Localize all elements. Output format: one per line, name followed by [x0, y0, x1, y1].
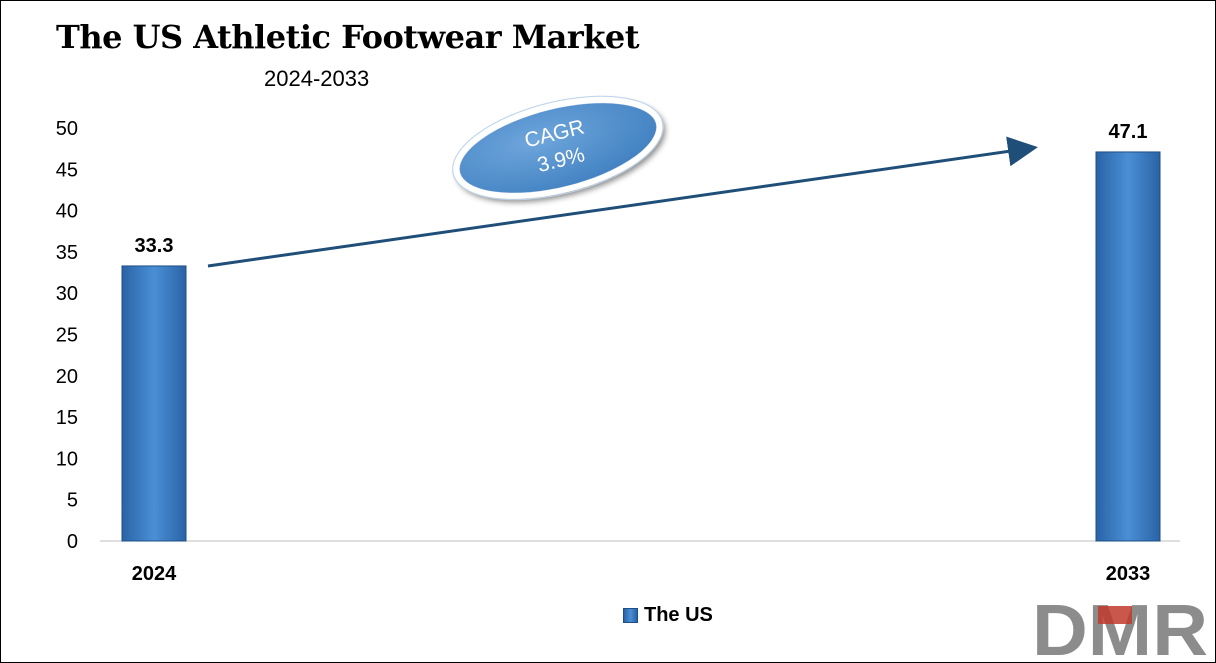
- y-tick-label: 10: [56, 448, 78, 470]
- y-tick-label: 25: [56, 325, 78, 347]
- bar-2033: [1095, 151, 1161, 542]
- cagr-bubble: CAGR 3.9%: [452, 95, 664, 201]
- y-tick-label: 35: [56, 242, 78, 264]
- chart-subtitle: 2024-2033: [264, 66, 370, 91]
- y-tick-label: 15: [56, 407, 78, 429]
- y-tick-label: 20: [56, 366, 78, 388]
- chart-title: The US Athletic Footwear Market: [56, 18, 640, 56]
- dmr-logo: DMR: [1032, 598, 1208, 658]
- y-tick-label: 30: [56, 283, 78, 305]
- data-label-2033: 47.1: [1109, 121, 1148, 143]
- legend: The US: [623, 604, 713, 627]
- legend-label: The US: [644, 604, 713, 626]
- y-axis-ticks: 0 5 10 15 20 25 30 35 40 45 50: [56, 118, 78, 553]
- x-tick-label-2024: 2024: [132, 563, 177, 585]
- y-tick-label: 40: [56, 201, 78, 223]
- y-tick-label: 5: [67, 490, 78, 512]
- category-labels: 2024 2033: [132, 563, 1151, 585]
- cagr-arrow: [207, 136, 1038, 268]
- data-label-2024: 33.3: [135, 235, 174, 257]
- bars-group: 33.3 47.1: [121, 121, 1161, 542]
- y-tick-label: 0: [67, 531, 78, 553]
- bar-2024: [121, 265, 187, 542]
- y-tick-label: 45: [56, 159, 78, 181]
- x-tick-label-2033: 2033: [1106, 563, 1151, 585]
- legend-swatch: [623, 608, 638, 623]
- y-tick-label: 50: [56, 118, 78, 140]
